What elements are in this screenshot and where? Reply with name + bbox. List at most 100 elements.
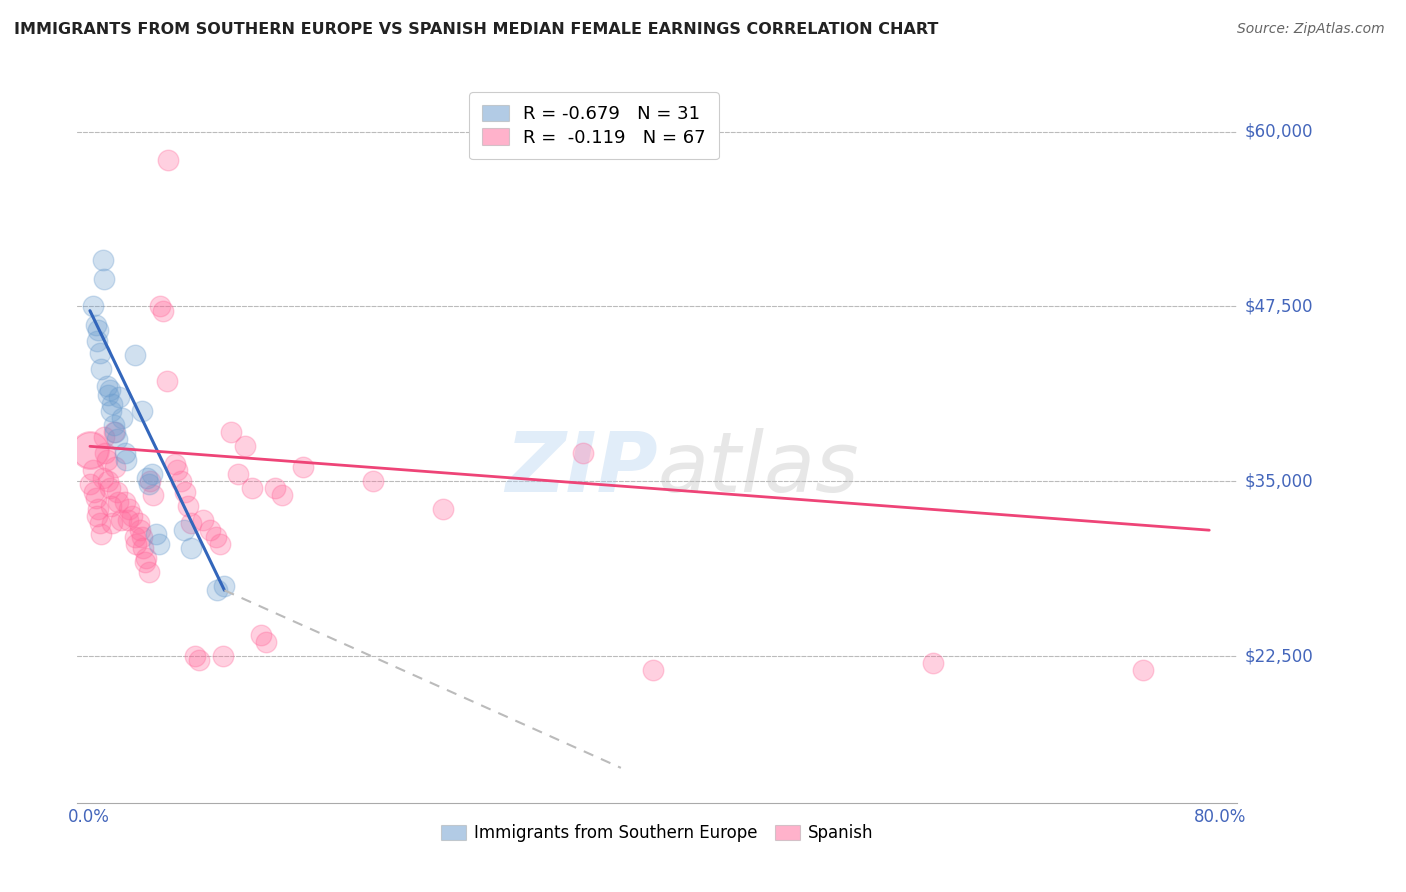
Point [141, 467, 163, 482]
Point [118, 502, 141, 516]
Point [138, 565, 160, 579]
Point [82, 463, 104, 477]
Point [79, 477, 101, 491]
Point [1132, 663, 1154, 677]
Point [103, 425, 125, 440]
Point [100, 404, 122, 418]
Point [101, 397, 124, 411]
Point [94, 446, 117, 460]
Point [107, 495, 129, 509]
Point [98, 384, 121, 398]
Point [87, 502, 110, 516]
Point [103, 418, 125, 433]
Point [114, 446, 136, 460]
Point [86, 334, 108, 349]
Point [263, 481, 285, 495]
Point [129, 523, 152, 537]
Point [235, 439, 257, 453]
Point [93, 271, 115, 285]
Point [173, 523, 195, 537]
Point [84, 491, 107, 505]
Point [180, 541, 202, 556]
Point [96, 453, 118, 467]
Point [105, 432, 128, 446]
Point [184, 648, 207, 663]
Point [91, 253, 114, 268]
Point [108, 390, 131, 404]
Point [180, 516, 202, 531]
Point [170, 475, 193, 489]
Point [121, 509, 143, 524]
Point [124, 348, 146, 362]
Point [152, 303, 174, 318]
Text: atlas: atlas [658, 428, 859, 509]
Point [104, 460, 127, 475]
Point [135, 551, 157, 566]
Point [101, 516, 124, 531]
Point [432, 502, 454, 516]
Point [98, 481, 121, 495]
Point [207, 583, 229, 598]
Point [572, 446, 595, 460]
Point [214, 579, 236, 593]
Point [89, 516, 111, 531]
Point [87, 323, 110, 337]
Text: $22,500: $22,500 [1244, 647, 1313, 665]
Point [156, 374, 179, 388]
Point [131, 404, 153, 418]
Point [84, 318, 107, 332]
Point [209, 537, 232, 551]
Point [188, 653, 211, 667]
Point [242, 481, 264, 495]
Point [221, 425, 243, 440]
Point [177, 500, 200, 514]
Text: ZIP: ZIP [505, 428, 658, 509]
Point [139, 475, 162, 489]
Point [922, 656, 945, 670]
Point [110, 513, 132, 527]
Point [105, 485, 128, 500]
Point [79, 443, 101, 458]
Text: $47,500: $47,500 [1244, 298, 1313, 316]
Point [291, 460, 314, 475]
Point [174, 485, 197, 500]
Point [136, 471, 159, 485]
Point [97, 387, 120, 401]
Point [91, 471, 114, 485]
Point [212, 648, 235, 663]
Point [142, 488, 165, 502]
Point [124, 530, 146, 544]
Point [117, 513, 139, 527]
Point [97, 475, 120, 489]
Point [157, 153, 180, 167]
Point [361, 475, 384, 489]
Point [89, 345, 111, 359]
Point [149, 300, 172, 314]
Text: Source: ZipAtlas.com: Source: ZipAtlas.com [1237, 22, 1385, 37]
Point [104, 425, 127, 440]
Point [82, 300, 104, 314]
Point [131, 530, 153, 544]
Point [250, 628, 273, 642]
Point [83, 485, 105, 500]
Point [200, 523, 222, 537]
Point [205, 530, 228, 544]
Point [165, 458, 187, 472]
Text: $60,000: $60,000 [1244, 123, 1313, 141]
Point [115, 453, 138, 467]
Point [114, 495, 136, 509]
Point [270, 488, 292, 502]
Point [134, 555, 156, 569]
Point [93, 429, 115, 443]
Point [166, 463, 188, 477]
Point [86, 509, 108, 524]
Point [193, 513, 215, 527]
Point [96, 379, 118, 393]
Legend: Immigrants from Southern Europe, Spanish: Immigrants from Southern Europe, Spanish [434, 818, 880, 849]
Text: $35,000: $35,000 [1244, 472, 1313, 491]
Point [228, 467, 250, 482]
Point [90, 527, 112, 541]
Point [148, 537, 170, 551]
Text: IMMIGRANTS FROM SOUTHERN EUROPE VS SPANISH MEDIAN FEMALE EARNINGS CORRELATION CH: IMMIGRANTS FROM SOUTHERN EUROPE VS SPANI… [14, 22, 938, 37]
Point [132, 541, 155, 556]
